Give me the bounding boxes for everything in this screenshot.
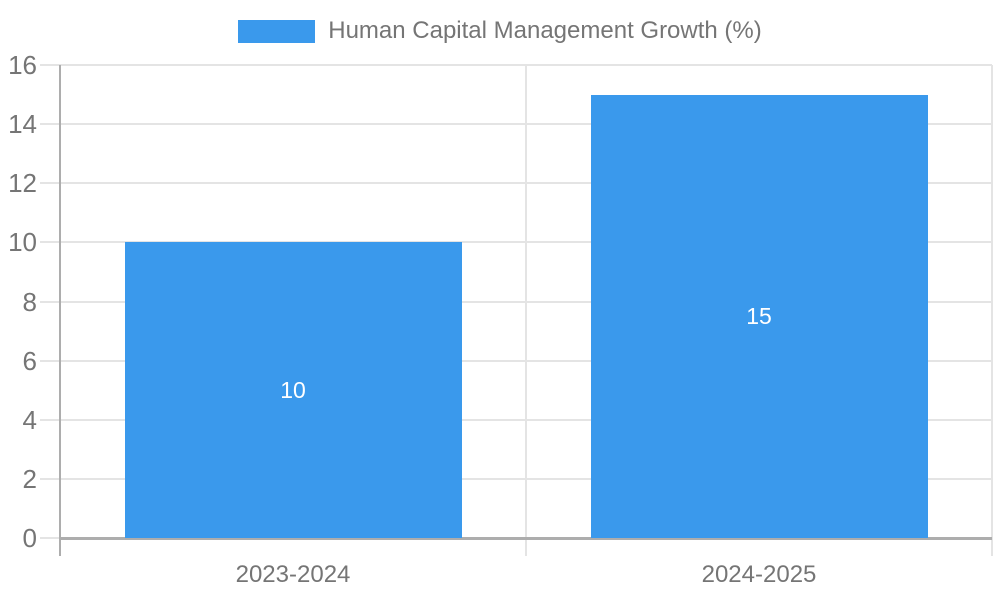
y-axis-line [59, 65, 61, 556]
y-axis-label-12: 12 [8, 168, 37, 199]
y-axis-label-16: 16 [8, 50, 37, 80]
y-axis-label-0: 0 [22, 523, 37, 553]
y-axis-label-4: 4 [22, 404, 37, 435]
y-axis-label-10: 10 [8, 227, 37, 258]
x-axis-label-0: 2023-2024 [235, 561, 351, 588]
y-axis-label-14: 14 [8, 109, 37, 140]
y-tick-mark-8 [40, 300, 60, 303]
y-tick-mark-16 [40, 64, 60, 66]
gridline-x-2 [991, 65, 993, 538]
y-tick-mark-14 [40, 123, 60, 126]
y-axis-label-2: 2 [22, 463, 37, 494]
y-tick-mark-4 [40, 418, 60, 421]
legend-label: Human Capital Management Growth (%) [328, 17, 762, 44]
y-axis-label-6: 6 [22, 345, 37, 376]
x-axis-line [60, 537, 992, 540]
y-tick-mark-2 [40, 477, 60, 480]
y-tick-mark-0 [40, 537, 60, 539]
x-axis-label-1: 2024-2025 [701, 561, 817, 588]
gridline-x-1 [525, 65, 527, 538]
y-tick-mark-12 [40, 182, 60, 185]
bar-value-label-1: 15 [746, 303, 772, 330]
legend-swatch [238, 19, 316, 43]
y-tick-mark-10 [40, 241, 60, 244]
y-axis-label-8: 8 [22, 286, 37, 317]
bar-2024-2025[interactable] [590, 94, 928, 538]
chart-legend[interactable]: Human Capital Management Growth (%) [0, 17, 1000, 45]
bar-value-label-0: 10 [280, 377, 306, 404]
x-tick-mark-1 [525, 538, 527, 556]
x-tick-mark-2 [991, 538, 993, 556]
bar-2023-2024[interactable] [124, 242, 462, 538]
y-tick-mark-6 [40, 359, 60, 362]
